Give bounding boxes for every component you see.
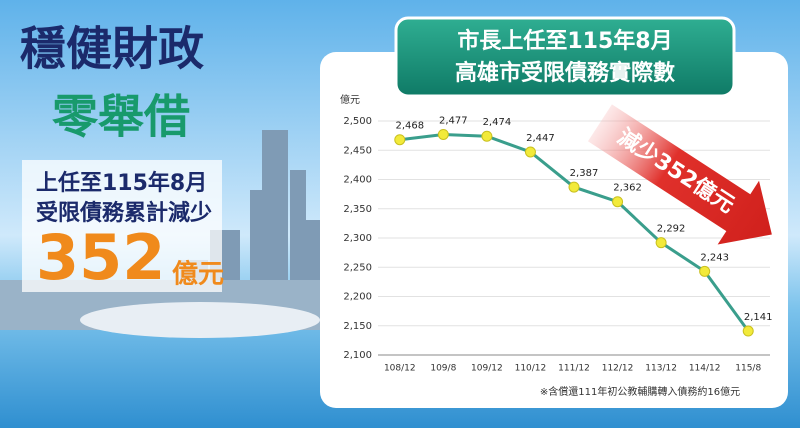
x-tick-label: 115/8 — [735, 364, 761, 374]
chart-title: 市長上任至115年8月 — [457, 28, 672, 54]
value-label: 2,477 — [439, 115, 468, 126]
y-tick-label: 2,250 — [343, 262, 372, 273]
amount-unit: 億元 — [172, 260, 224, 290]
headline: 零舉借 — [52, 90, 190, 144]
headline: 穩健財政 — [20, 22, 204, 76]
y-tick-label: 2,350 — [343, 204, 372, 215]
subtext: 受限債務累計減少 — [36, 200, 212, 226]
marker — [524, 146, 536, 158]
y-tick-label: 2,400 — [343, 175, 372, 186]
y-tick-label: 2,300 — [343, 233, 372, 244]
value-label: 2,243 — [700, 252, 729, 263]
y-tick-label: 2,100 — [343, 350, 372, 361]
x-tick-label: 108/12 — [384, 364, 416, 374]
marker — [568, 181, 580, 193]
marker — [481, 130, 493, 142]
title-banner — [394, 16, 736, 98]
value-label: 2,141 — [744, 312, 773, 323]
value-label: 2,468 — [395, 121, 424, 132]
marker — [742, 325, 754, 337]
x-tick-label: 114/12 — [689, 364, 721, 374]
marker — [394, 134, 406, 146]
x-tick-label: 109/8 — [430, 364, 456, 374]
value-label: 2,474 — [483, 117, 512, 128]
marker — [437, 128, 449, 140]
chart-card — [320, 52, 788, 408]
x-tick-label: 112/12 — [602, 364, 634, 374]
marker — [699, 265, 711, 277]
marker — [612, 196, 624, 208]
value-label: 2,387 — [570, 168, 599, 179]
x-tick-label: 111/12 — [558, 364, 590, 374]
chart-title: 高雄市受限債務實際數 — [455, 60, 675, 86]
y-tick-label: 2,500 — [343, 116, 372, 127]
y-tick-label: 2,150 — [343, 321, 372, 332]
subtext: 上任至115年8月 — [36, 170, 207, 196]
footnote: ※含償還111年初公教輔購轉入債務約16億元 — [540, 385, 740, 398]
value-label: 2,362 — [613, 183, 642, 194]
value-label: 2,292 — [657, 224, 686, 235]
x-tick-label: 109/12 — [471, 364, 503, 374]
y-tick-label: 2,450 — [343, 145, 372, 156]
marker — [655, 237, 667, 249]
amount: 352 — [36, 221, 165, 294]
x-tick-label: 110/12 — [515, 364, 547, 374]
y-tick-label: 2,200 — [343, 292, 372, 303]
y-axis-label: 億元 — [340, 93, 360, 106]
value-label: 2,447 — [526, 133, 555, 144]
panel — [22, 160, 222, 292]
x-tick-label: 113/12 — [645, 364, 677, 374]
